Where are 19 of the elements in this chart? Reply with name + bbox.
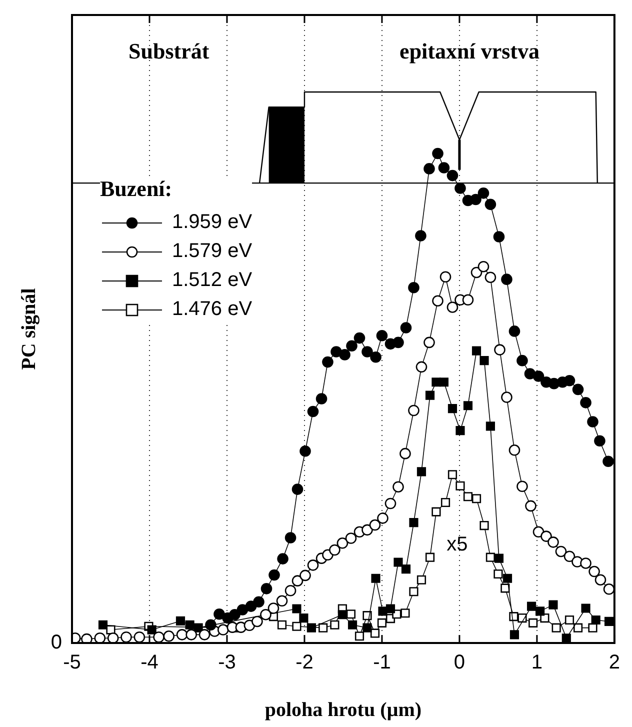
legend-label: 1.959 eV (172, 211, 252, 234)
text: Substrát (128, 38, 210, 64)
x-tick-label: 0 (454, 652, 466, 674)
legend-label: 1.476 eV (172, 298, 252, 321)
x-tick-label: -4 (140, 652, 158, 674)
x-axis-title: poloha hrotu (µm) (264, 699, 422, 722)
y-axis-title: PC signál (18, 288, 40, 370)
legend-title: Buzení: (100, 176, 174, 202)
legend-label: 1.512 eV (172, 269, 252, 292)
legend-label: 1.579 eV (172, 240, 252, 263)
text: 0 (50, 632, 62, 654)
x-tick-label: -1 (373, 652, 391, 674)
annotation: x5 (446, 534, 468, 556)
x-tick-label: 1 (531, 652, 543, 674)
x-tick-label: -2 (296, 652, 314, 674)
x-tick-label: 2 (608, 652, 620, 674)
text: epitaxní vrstva (400, 38, 540, 64)
x-tick-label: -5 (63, 652, 81, 674)
x-tick-label: -3 (218, 652, 236, 674)
